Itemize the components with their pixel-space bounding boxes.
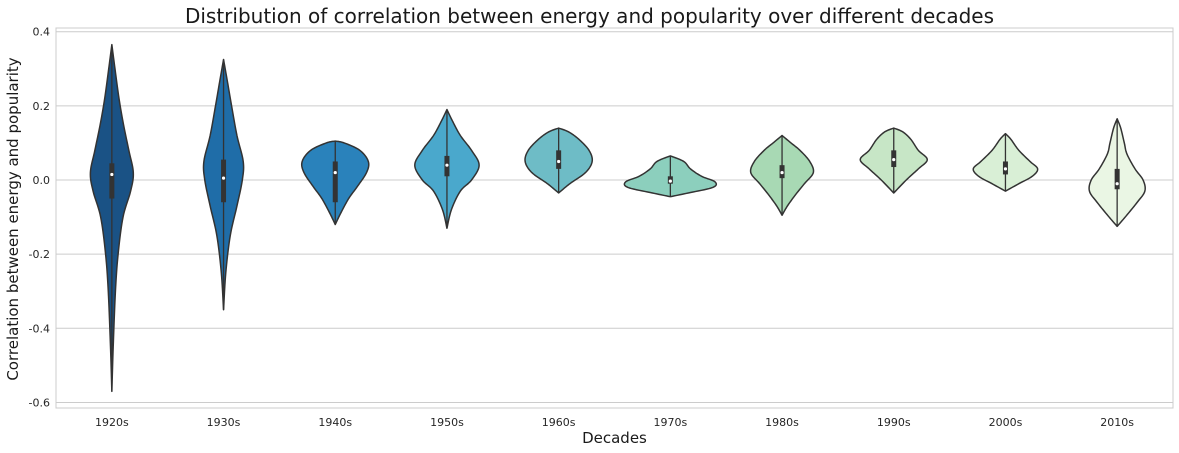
violin-1920s bbox=[89, 43, 135, 393]
violin-1990s bbox=[859, 127, 929, 194]
y-tick-label: 0.2 bbox=[33, 100, 51, 113]
violin-median bbox=[110, 172, 114, 177]
x-tick-label: 1940s bbox=[318, 416, 352, 429]
violin-iqr-box bbox=[332, 161, 338, 203]
y-tick-label: -0.4 bbox=[29, 322, 50, 335]
x-tick-label: 1960s bbox=[542, 416, 576, 429]
x-tick-label: 2000s bbox=[989, 416, 1023, 429]
y-tick-label: 0.4 bbox=[33, 26, 51, 39]
y-tick-label: -0.6 bbox=[29, 396, 50, 409]
x-tick-label: 1950s bbox=[430, 416, 464, 429]
violin-median bbox=[445, 163, 449, 167]
chart-title: Distribution of correlation between ener… bbox=[184, 4, 995, 28]
violin-median bbox=[1115, 182, 1119, 186]
violin-2010s bbox=[1088, 118, 1146, 228]
violin-median bbox=[892, 158, 896, 162]
plot-frame bbox=[55, 27, 1174, 409]
violin-median bbox=[1003, 167, 1008, 171]
violin-iqr-box bbox=[556, 150, 562, 169]
y-tick-label: 0.0 bbox=[33, 174, 51, 187]
x-tick-label: 1970s bbox=[653, 416, 687, 429]
violin-1930s bbox=[202, 58, 245, 311]
violin-median bbox=[668, 179, 672, 183]
x-tick-label: 1980s bbox=[765, 416, 799, 429]
x-tick-label: 1930s bbox=[207, 416, 241, 429]
violin-median bbox=[221, 176, 226, 180]
violin-iqr-box bbox=[221, 159, 227, 203]
violin-iqr-box bbox=[1114, 168, 1120, 190]
violin-1960s bbox=[524, 127, 594, 194]
x-tick-label: 1920s bbox=[95, 416, 129, 429]
violins bbox=[89, 43, 1146, 393]
gridlines bbox=[56, 31, 1173, 403]
violin-median bbox=[333, 170, 337, 175]
violin-1980s bbox=[749, 134, 815, 216]
violin-1970s bbox=[623, 155, 718, 198]
violin-2000s bbox=[972, 132, 1039, 192]
x-tick-label: 1990s bbox=[877, 416, 911, 429]
x-axis-label: Decades bbox=[582, 429, 647, 447]
x-tick-label: 2010s bbox=[1100, 416, 1134, 429]
violin-iqr-box bbox=[109, 163, 115, 199]
violin-median bbox=[780, 170, 784, 175]
y-tick-label: -0.2 bbox=[29, 248, 50, 261]
violin-median bbox=[557, 159, 561, 164]
tick-labels: 0.4 0.2 0.0 -0.2 -0.4 -0.6 1920s 1930s 1940s 1950… bbox=[29, 26, 1135, 429]
violin-1940s bbox=[300, 140, 370, 226]
violin-1950s bbox=[414, 108, 480, 229]
